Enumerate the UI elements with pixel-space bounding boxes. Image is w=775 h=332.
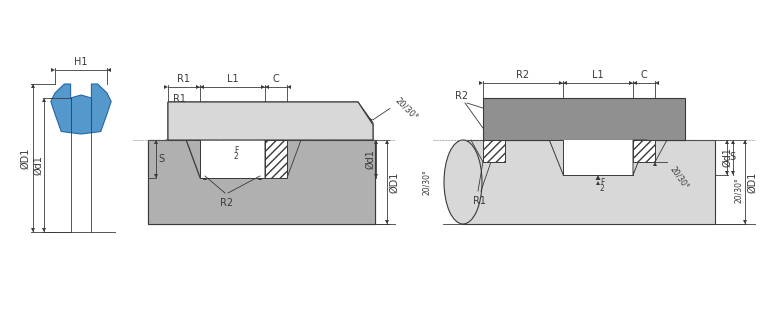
Polygon shape: [725, 171, 729, 175]
Polygon shape: [42, 98, 46, 102]
Polygon shape: [596, 181, 600, 185]
Bar: [483, 98, 685, 140]
Polygon shape: [385, 140, 389, 144]
Polygon shape: [196, 85, 200, 89]
Polygon shape: [493, 150, 497, 154]
Polygon shape: [549, 140, 563, 175]
Bar: [265, 140, 287, 178]
Polygon shape: [731, 171, 735, 175]
Text: S: S: [158, 154, 164, 164]
Polygon shape: [31, 84, 35, 88]
Text: ØD1: ØD1: [389, 171, 399, 193]
Polygon shape: [595, 175, 601, 180]
Polygon shape: [186, 140, 200, 178]
Text: R1: R1: [173, 94, 186, 104]
Bar: [563, 140, 633, 175]
Polygon shape: [479, 81, 483, 85]
Bar: [483, 140, 505, 162]
Text: Ød1: Ød1: [33, 155, 43, 175]
Polygon shape: [629, 81, 633, 85]
Polygon shape: [148, 140, 375, 224]
Text: R2: R2: [516, 70, 529, 80]
Text: C: C: [641, 70, 647, 80]
Polygon shape: [486, 131, 490, 135]
Polygon shape: [164, 85, 168, 89]
Text: S: S: [729, 152, 735, 162]
Polygon shape: [369, 118, 373, 122]
Polygon shape: [633, 140, 647, 175]
Polygon shape: [198, 137, 202, 141]
Polygon shape: [229, 135, 235, 140]
Polygon shape: [483, 150, 487, 154]
Polygon shape: [566, 131, 570, 135]
Bar: [463, 140, 715, 224]
Text: R2: R2: [220, 198, 233, 208]
Text: 20/30°: 20/30°: [393, 95, 419, 122]
Text: C: C: [273, 74, 279, 84]
Polygon shape: [184, 135, 188, 139]
Text: ØD1: ØD1: [20, 147, 30, 169]
Text: F: F: [234, 146, 239, 155]
Text: R2: R2: [455, 91, 468, 101]
Bar: [148, 140, 375, 224]
Polygon shape: [374, 140, 378, 144]
Polygon shape: [107, 68, 111, 72]
Bar: [200, 140, 265, 178]
Polygon shape: [743, 140, 747, 144]
Ellipse shape: [444, 140, 482, 224]
Polygon shape: [655, 81, 659, 85]
Polygon shape: [42, 228, 46, 232]
Polygon shape: [230, 142, 234, 146]
Polygon shape: [287, 85, 291, 89]
Polygon shape: [653, 162, 657, 166]
Text: 20/30°: 20/30°: [735, 177, 743, 203]
Polygon shape: [563, 81, 567, 85]
Bar: [265, 140, 287, 178]
Polygon shape: [725, 140, 729, 144]
Polygon shape: [154, 140, 158, 144]
Text: R1: R1: [473, 196, 486, 206]
Polygon shape: [385, 220, 389, 224]
Polygon shape: [31, 228, 35, 232]
Text: 20/30°: 20/30°: [422, 169, 432, 195]
Text: 2: 2: [234, 152, 239, 161]
Polygon shape: [168, 102, 373, 140]
Polygon shape: [559, 81, 563, 85]
Polygon shape: [258, 176, 262, 180]
Text: ØD1: ØD1: [747, 171, 757, 193]
Text: R1: R1: [177, 74, 191, 84]
Text: L1: L1: [592, 70, 604, 80]
Polygon shape: [166, 140, 200, 186]
Bar: [200, 140, 265, 178]
Polygon shape: [168, 102, 373, 140]
Polygon shape: [743, 220, 747, 224]
Text: Ød1: Ød1: [722, 147, 732, 167]
Bar: [633, 140, 655, 162]
Polygon shape: [265, 140, 279, 178]
Polygon shape: [203, 176, 207, 180]
Polygon shape: [265, 85, 269, 89]
Polygon shape: [51, 68, 55, 72]
Text: Ød1: Ød1: [365, 149, 375, 169]
Text: H1: H1: [74, 57, 88, 67]
Polygon shape: [633, 81, 637, 85]
Polygon shape: [261, 85, 265, 89]
Polygon shape: [200, 85, 204, 89]
Polygon shape: [51, 84, 111, 134]
Polygon shape: [374, 174, 378, 178]
Text: L1: L1: [226, 74, 239, 84]
Polygon shape: [731, 140, 735, 144]
Text: 2: 2: [600, 184, 604, 193]
Polygon shape: [154, 174, 158, 178]
Text: F: F: [600, 178, 604, 187]
Text: 20/30°: 20/30°: [668, 165, 691, 191]
